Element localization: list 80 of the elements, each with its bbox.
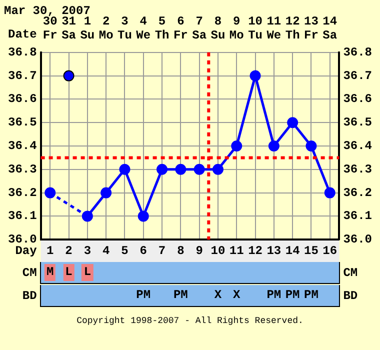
text: CM <box>22 266 37 280</box>
text: 14 Sa <box>322 14 338 42</box>
text: 3 Tu <box>118 14 132 42</box>
y2-tick-label: 36.1 <box>343 209 372 224</box>
text: 12 Th <box>285 14 300 42</box>
y-tick-label: 36.5 <box>8 116 37 130</box>
x-tick-label: 4 <box>102 244 110 258</box>
x-tick-label: 13 <box>266 244 282 258</box>
point <box>82 210 93 222</box>
x-tick-label: 6 <box>140 244 147 258</box>
x-tick-label: 2 <box>65 244 72 258</box>
y-tick-label: 36.8 <box>8 45 37 60</box>
point <box>287 117 298 128</box>
x-tick-label: 9 <box>196 244 203 258</box>
x-tick-label: 7 <box>158 244 166 258</box>
x-tick-label: 11 <box>229 244 244 258</box>
y-tick-label: 36.7 <box>8 68 37 83</box>
text: BD <box>22 289 37 303</box>
point <box>324 187 336 198</box>
category-label: L <box>82 264 94 281</box>
y2-tick-label: 36.4 <box>343 139 372 154</box>
text: 31 Sa <box>62 14 76 42</box>
point <box>63 70 74 82</box>
point <box>138 210 149 222</box>
x-tick-label: 16 <box>322 244 338 258</box>
x-tick-label: 8 <box>177 244 184 258</box>
point <box>175 164 186 175</box>
category-label: PM <box>284 287 301 304</box>
y2-tick-label: 36.7 <box>343 68 372 83</box>
text: 11 We <box>266 14 282 42</box>
x-tick-label: 14 <box>285 244 300 258</box>
chart-title: CM <box>343 266 358 280</box>
y-tick-label: 36.6 <box>8 92 37 106</box>
point <box>194 164 205 175</box>
category-label: PM <box>172 287 189 304</box>
y2-tick-label: 36.2 <box>343 186 372 200</box>
category-label: L <box>63 264 74 281</box>
y2-tick-label: 36.6 <box>343 92 372 106</box>
text: 7 Sa <box>192 14 207 42</box>
y-tick-label: 36.3 <box>8 162 37 176</box>
text: 1 Su <box>80 14 95 42</box>
x-tick-label: 15 <box>304 244 318 258</box>
chart-title: BD <box>343 289 358 303</box>
text: 10 Tu <box>248 14 262 42</box>
x-tick-label: 1 <box>46 244 54 258</box>
y-tick-label: 36.4 <box>8 139 37 154</box>
y2-tick-label: 36.3 <box>343 162 372 176</box>
point <box>100 187 112 198</box>
x-tick-label: 3 <box>84 244 92 258</box>
y2-tick-label: 36.0 <box>343 232 372 247</box>
point <box>231 140 242 152</box>
point <box>156 164 168 175</box>
category-label: X <box>213 287 223 304</box>
text: Copyright 1998-2007 - All Rights Reserved. <box>76 316 304 326</box>
point <box>119 164 130 175</box>
category-label: X <box>232 287 242 304</box>
text: 6 Fr <box>173 14 188 42</box>
x-tick-label: 5 <box>121 244 128 258</box>
point <box>44 187 56 198</box>
y2-tick-label: 36.5 <box>343 116 372 130</box>
x-tick-label: 12 <box>248 244 262 258</box>
text: 5 Th <box>154 14 170 42</box>
point <box>212 164 224 175</box>
text: 2 Mo <box>98 14 114 42</box>
text: Date <box>8 27 37 42</box>
point <box>250 70 261 82</box>
category-label: PM <box>303 287 320 304</box>
text: 8 Su <box>210 14 226 42</box>
category-label: M <box>44 264 56 281</box>
text: 13 Fr <box>304 14 318 42</box>
y-tick-label: 36.2 <box>8 186 37 200</box>
text: 9 Mo <box>229 14 244 42</box>
category-label: PM <box>135 287 152 304</box>
y-tick-label: 36.1 <box>8 209 37 224</box>
x-tick-label: 10 <box>210 244 226 258</box>
point <box>306 140 317 152</box>
text: 4 We <box>136 14 151 42</box>
point <box>268 140 280 152</box>
y2-tick-label: 36.8 <box>343 45 372 60</box>
category-label: PM <box>266 287 282 304</box>
